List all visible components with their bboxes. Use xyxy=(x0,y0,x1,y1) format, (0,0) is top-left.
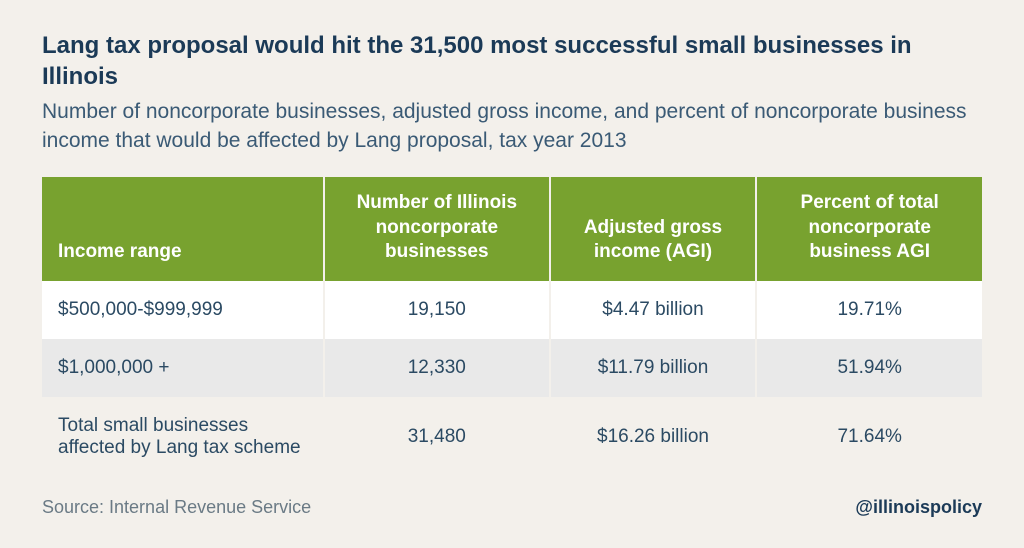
col-header-agi: Adjusted gross income (AGI) xyxy=(550,177,757,281)
col-header-pct-agi: Percent of total noncorporate business A… xyxy=(756,177,982,281)
table-row: $500,000-$999,999 19,150 $4.47 billion 1… xyxy=(42,281,982,339)
table-row-total: Total small businesses affected by Lang … xyxy=(42,397,982,477)
cell-pct-agi: 71.64% xyxy=(756,397,982,477)
cell-income-range: Total small businesses affected by Lang … xyxy=(42,397,324,477)
cell-pct-agi: 51.94% xyxy=(756,339,982,397)
col-header-income-range: Income range xyxy=(42,177,324,281)
cell-agi: $16.26 billion xyxy=(550,397,757,477)
data-table: Income range Number of Illinois noncorpo… xyxy=(42,177,982,477)
chart-footer: Source: Internal Revenue Service @illino… xyxy=(42,497,982,518)
cell-pct-agi: 19.71% xyxy=(756,281,982,339)
cell-num-businesses: 19,150 xyxy=(324,281,550,339)
cell-num-businesses: 12,330 xyxy=(324,339,550,397)
cell-agi: $4.47 billion xyxy=(550,281,757,339)
social-handle: @illinoispolicy xyxy=(855,497,982,518)
cell-num-businesses: 31,480 xyxy=(324,397,550,477)
cell-income-range: $500,000-$999,999 xyxy=(42,281,324,339)
source-text: Source: Internal Revenue Service xyxy=(42,497,311,518)
cell-agi: $11.79 billion xyxy=(550,339,757,397)
col-header-num-businesses: Number of Illinois noncorporate business… xyxy=(324,177,550,281)
chart-subtitle: Number of noncorporate businesses, adjus… xyxy=(42,98,982,155)
cell-income-range: $1,000,000 + xyxy=(42,339,324,397)
chart-title: Lang tax proposal would hit the 31,500 m… xyxy=(42,30,982,92)
table-header-row: Income range Number of Illinois noncorpo… xyxy=(42,177,982,281)
table-row: $1,000,000 + 12,330 $11.79 billion 51.94… xyxy=(42,339,982,397)
